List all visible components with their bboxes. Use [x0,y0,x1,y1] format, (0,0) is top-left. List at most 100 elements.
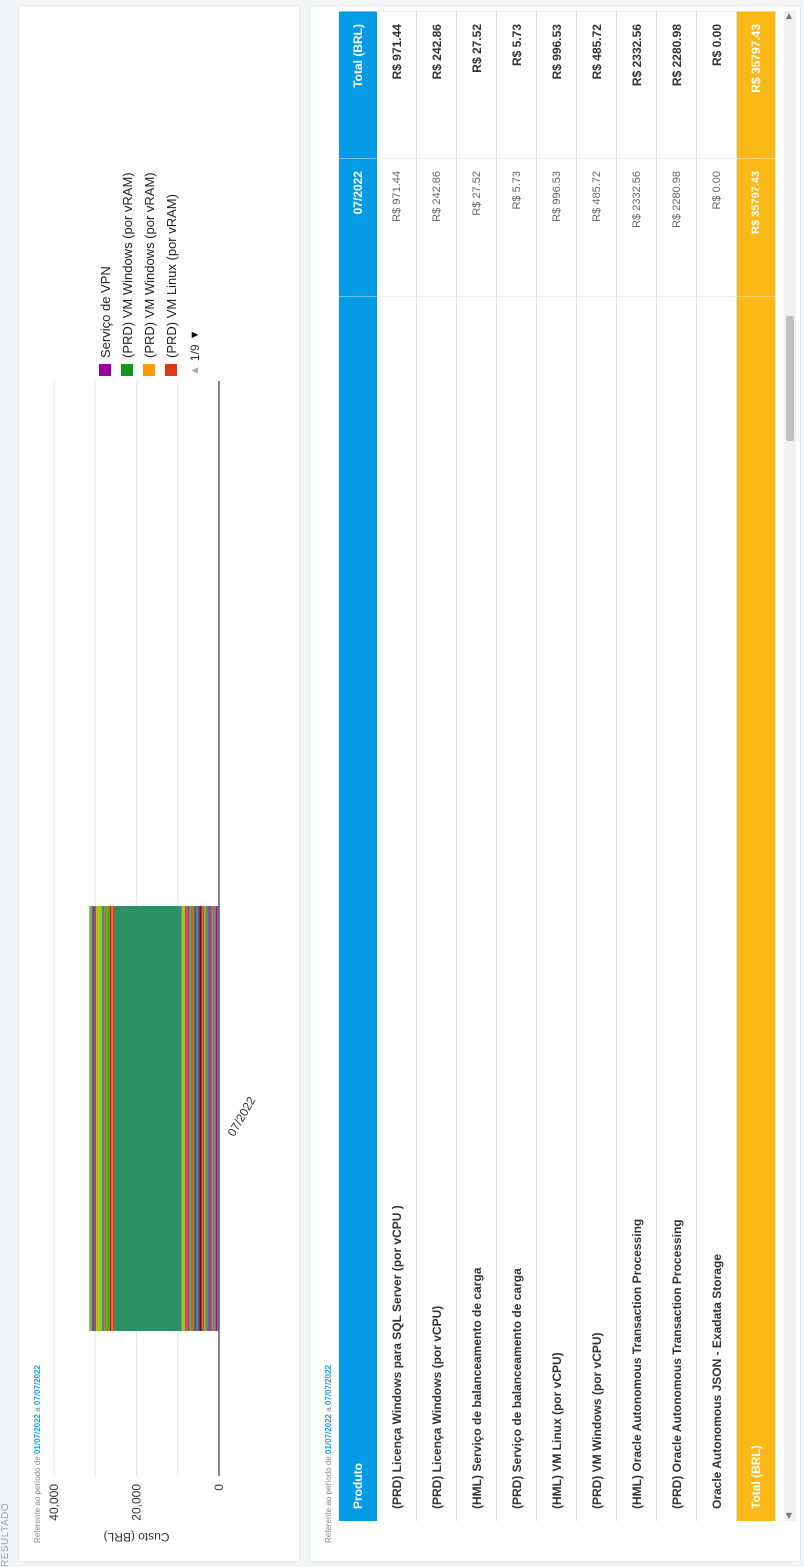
bar-segment[interactable] [114,906,181,1331]
row-month-value: R$ 485.72 [576,158,617,297]
row-product-name: (HML) Serviço de balanceamento de carga [456,296,497,1521]
table-period-start: 01/07/2022 [324,1413,333,1455]
bar-segment[interactable] [214,906,216,1331]
legend-prev-icon[interactable]: ▲ [189,365,201,376]
bar-segment[interactable] [196,906,199,1331]
chart-legend: Serviço de VPN (PRD) VM Windows (por vRAM… [94,26,202,376]
bar-segment[interactable] [212,906,215,1331]
legend-item[interactable]: (PRD) VM Windows (por vRAM) [138,26,160,376]
bar-segment[interactable] [189,906,192,1331]
row-total-value: R$ 27.52 [456,11,497,159]
table-row: (PRD) Licença Windows (por vCPU) R$ 242.8… [416,11,457,1521]
bar-segment[interactable] [216,906,218,1331]
total-value: R$ 35797.43 [736,11,776,159]
bar-segment[interactable] [112,906,115,1331]
bar-segment[interactable] [210,906,212,1331]
header-total[interactable]: Total (BRL) [339,11,377,159]
bar-segment[interactable] [181,906,185,1331]
bar-segment[interactable] [206,906,208,1331]
table-period-mid: a [324,1407,333,1412]
legend-next-icon[interactable]: ▼ [189,329,201,341]
legend-swatch [165,364,177,376]
row-total-value: R$ 996.53 [536,11,577,159]
table-period-prefix: Referente ao período de [324,1456,333,1543]
header-product[interactable]: Produto [339,296,377,1521]
bar-segment[interactable] [95,906,103,1331]
scrollbar-thumb[interactable] [786,316,794,441]
table-horizontal-scrollbar[interactable]: ◀ ▶ [784,11,796,1521]
legend-pager: ▲ 1/9 ▼ [188,26,202,376]
bar-segment[interactable] [89,906,92,1331]
chart-panel: Referente ao período de 01/07/2022 a 07/… [18,5,300,1562]
bar-segment[interactable] [104,906,110,1331]
bar-segment[interactable] [217,906,219,1331]
row-product-name: (PRD) Serviço de balanceamento de carga [496,296,537,1521]
bar-segment[interactable] [192,906,195,1331]
table-row: Oracle Autonomous JSON - Exadata Storage… [696,11,737,1521]
section-label: RESULTADO [0,1502,11,1567]
scroll-right-icon[interactable]: ▶ [784,13,793,20]
bar-segment[interactable] [111,906,113,1331]
bar-segment[interactable] [203,906,204,1331]
table-row: (HML) Oracle Autonomous Transaction Proc… [616,11,657,1521]
y-tick-label: 20,000 [130,1484,144,1521]
row-product-name: (PRD) VM Windows (por vCPU) [576,296,617,1521]
legend-swatch [143,364,155,376]
row-product-name: (PRD) Oracle Autonomous Transaction Proc… [656,296,697,1521]
bar-segment[interactable] [94,906,96,1331]
table-panel: Referente ao período de 01/07/2022 a 07/… [309,5,801,1562]
legend-label: (PRD) VM Linux (por vRAM) [163,194,179,358]
header-month[interactable]: 07/2022 [339,158,377,297]
legend-label: (PRD) VM Windows (por vRAM) [141,172,157,358]
row-month-value: R$ 27.52 [456,158,497,297]
total-label: Total (BRL) [736,296,776,1521]
table-row: (PRD) Serviço de balanceamento de carga R… [496,11,537,1521]
cost-table: Produto 07/2022 Total (BRL) (PRD) Licenç… [339,11,776,1521]
bar-segment[interactable] [194,906,196,1331]
bar-segment[interactable] [207,906,210,1331]
bar-segment[interactable] [195,906,197,1331]
scroll-left-icon[interactable]: ◀ [784,1512,793,1519]
bar-segment[interactable] [209,906,211,1331]
row-product-name: (PRD) Licença Windows (por vCPU) [416,296,457,1521]
row-total-value: R$ 0.00 [696,11,737,159]
table-row: (PRD) Oracle Autonomous Transaction Proc… [656,11,697,1521]
bar-segment[interactable] [191,906,193,1331]
row-month-value: R$ 2280.98 [656,158,697,297]
legend-item[interactable]: Serviço de VPN [94,26,116,376]
bar-segment[interactable] [91,906,93,1331]
y-tick-label: 0 [212,1484,226,1491]
legend-page-indicator: 1/9 [188,344,202,362]
legend-swatch [121,364,133,376]
row-month-value: R$ 2332.56 [616,158,657,297]
row-product-name: (HML) Oracle Autonomous Transaction Proc… [616,296,657,1521]
bar-segment[interactable] [203,906,207,1331]
cost-chart: 0 20,000 40,000 Custo (BRL) 07/2022 [47,381,259,1544]
bar-segment[interactable] [215,906,217,1331]
row-total-value: R$ 971.44 [377,11,417,159]
legend-item[interactable]: (PRD) VM Windows (por vRAM) [116,26,138,376]
bar-segment[interactable] [184,906,187,1331]
row-month-value: R$ 0.00 [696,158,737,297]
bar-segment[interactable] [199,906,202,1331]
legend-swatch [99,364,111,376]
bar-segment[interactable] [211,906,213,1331]
bar-segment[interactable] [92,906,95,1331]
bar-segment[interactable] [180,906,182,1331]
bar-segment[interactable] [188,906,190,1331]
row-total-value: R$ 5.73 [496,11,537,159]
legend-item[interactable]: (PRD) VM Linux (por vRAM) [160,26,182,376]
bar-segment[interactable] [109,906,112,1331]
row-product-name: (PRD) Licença Windows para SQL Server (p… [377,296,417,1521]
bar-segment[interactable] [186,906,189,1331]
row-total-value: R$ 2332.56 [616,11,657,159]
row-product-name: (HML) VM Linux (por vCPU) [536,296,577,1521]
row-month-value: R$ 242.86 [416,158,457,297]
bar-segment[interactable] [201,906,204,1331]
bar-segment[interactable] [102,906,104,1331]
total-month: R$ 35797.43 [736,158,776,297]
table-row: (PRD) Licença Windows para SQL Server (p… [377,11,417,1521]
row-product-name: Oracle Autonomous JSON - Exadata Storage [696,296,737,1521]
bar-segment[interactable] [103,906,105,1331]
bar-segment[interactable] [198,906,200,1331]
